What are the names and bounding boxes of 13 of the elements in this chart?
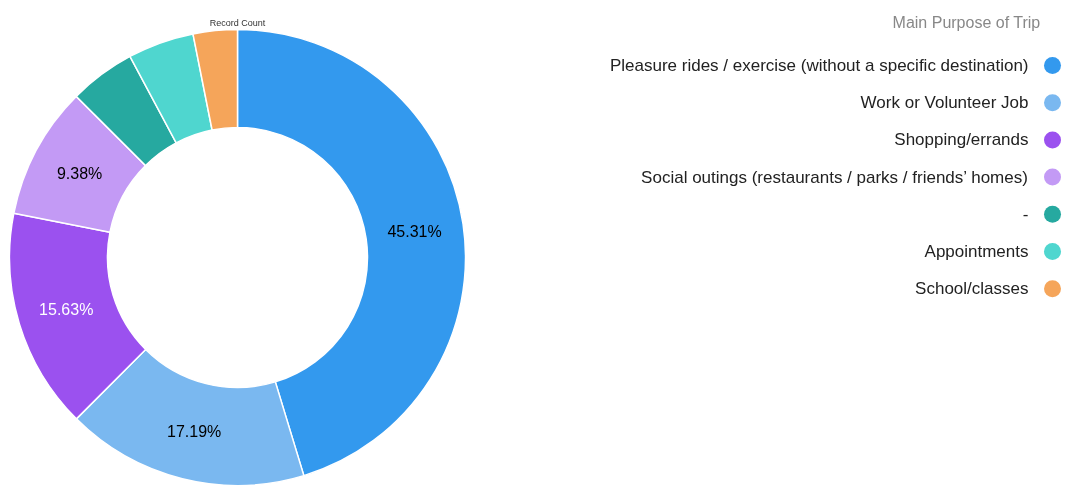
legend-label: School/classes: [915, 279, 1029, 299]
legend-label: Work or Volunteer Job: [860, 93, 1029, 113]
legend-label: -: [1022, 205, 1029, 225]
legend-label: Appointments: [924, 242, 1029, 261]
data-label: 45.31%: [387, 222, 442, 240]
legend-label: Social outings (restaurants / parks / friends’ homes): [641, 167, 1028, 187]
data-label: 9.38%: [56, 164, 103, 182]
legend-label: Shopping/errands: [894, 130, 1029, 150]
chart-title: Record Count: [209, 17, 266, 28]
legend-label: Pleasure rides / exercise (without a specific destination): [609, 56, 1029, 75]
data-label: 15.63%: [39, 301, 94, 319]
data-label: 17.19%: [167, 422, 222, 440]
legend-title: Main Purpose of Trip: [892, 14, 1041, 31]
